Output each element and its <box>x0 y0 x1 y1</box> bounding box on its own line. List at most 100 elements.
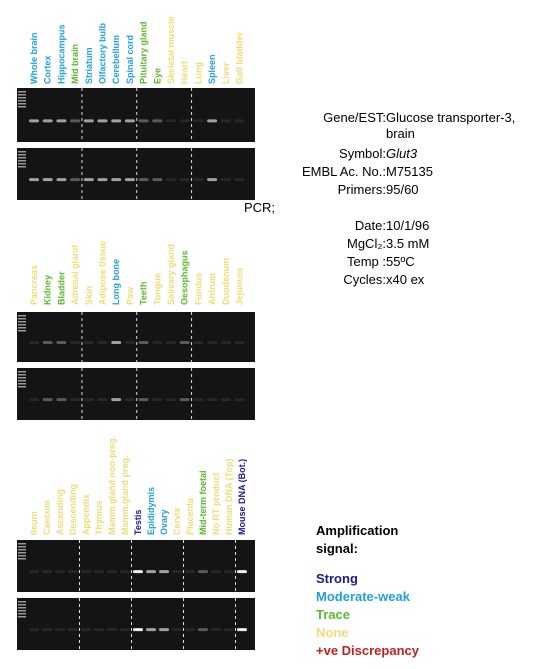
band <box>211 570 221 574</box>
band <box>120 628 130 632</box>
ladder-band <box>18 377 26 379</box>
ladder-band <box>18 163 26 165</box>
band <box>68 628 78 632</box>
band <box>107 628 117 632</box>
lane-label: Mid brain <box>70 44 80 84</box>
legend-item: Trace <box>316 607 350 622</box>
band <box>224 570 234 574</box>
gel <box>17 368 255 420</box>
lane-label: Heart <box>180 61 190 84</box>
band <box>70 178 81 182</box>
band <box>185 628 195 632</box>
ladder-band <box>18 103 26 105</box>
ladder-band <box>18 318 26 320</box>
lane-label: Pituitary gland <box>139 21 149 84</box>
lane-label: Skin <box>84 286 94 305</box>
ladder-band <box>18 543 26 545</box>
ladder-band <box>18 607 26 609</box>
band <box>97 178 108 182</box>
ladder-band <box>18 380 26 382</box>
band <box>152 341 163 344</box>
band <box>97 398 108 402</box>
gel <box>17 312 255 362</box>
lane-label: Thymus <box>94 500 104 535</box>
band <box>193 119 204 123</box>
lane-label: Mamm.gland preg. <box>120 455 130 535</box>
ladder-band <box>18 610 26 612</box>
lane-label: Epididymis <box>146 487 156 535</box>
ladder-band <box>18 166 26 168</box>
band <box>83 119 94 123</box>
ladder-band <box>18 555 26 557</box>
band <box>179 398 190 402</box>
ladder-band <box>18 100 26 102</box>
ladder-band <box>18 604 26 606</box>
band <box>124 398 135 402</box>
info-row: MgCl₂: 3.5 mM <box>271 236 526 252</box>
lane-label: Paw <box>125 286 135 305</box>
band <box>220 341 231 344</box>
lane-label: Whole brain <box>29 33 39 85</box>
info-value: M75135 <box>386 164 433 179</box>
band <box>207 119 218 123</box>
band <box>138 341 149 344</box>
info-row: Date: 10/1/96 <box>271 218 526 234</box>
info-label: Symbol: <box>339 146 386 161</box>
band <box>133 570 143 574</box>
band <box>124 178 135 182</box>
lane-label: Spinal cord <box>125 35 135 84</box>
band <box>42 570 52 574</box>
band <box>159 628 169 632</box>
ladder-band <box>18 374 26 376</box>
band <box>81 570 91 574</box>
legend: Amplification signal: Strong Moderate-weak… <box>316 522 426 660</box>
ladder-band <box>18 383 26 385</box>
band <box>94 570 104 574</box>
lane-label: Pancreas <box>29 265 39 305</box>
lane-label: Liver <box>221 62 231 84</box>
ladder-band <box>18 549 26 551</box>
ladder-band <box>18 552 26 554</box>
band <box>55 628 65 632</box>
band <box>56 341 67 344</box>
band <box>68 570 78 574</box>
band <box>198 628 208 632</box>
band <box>42 119 53 123</box>
lane-label: No RT product <box>211 473 221 536</box>
band <box>198 570 208 574</box>
ladder-band <box>18 160 26 162</box>
ladder-band <box>18 154 26 156</box>
lane-label: Mamm.gland non-preg. <box>107 436 117 535</box>
band <box>56 178 67 182</box>
band <box>220 398 231 402</box>
info-row: Primers: 95/60 <box>271 182 526 198</box>
lane-label: Teeth <box>139 282 149 305</box>
band <box>133 628 143 632</box>
info-row: Gene/EST: Glucose transporter-3, brain <box>271 110 526 142</box>
band <box>83 178 94 182</box>
info-row: Temp :55ºC <box>271 254 526 270</box>
info-value: 10/1/96 <box>386 218 430 233</box>
lane-label: Lung <box>193 62 203 84</box>
legend-item: Moderate-weak <box>316 589 410 604</box>
band <box>111 178 122 182</box>
ladder-band <box>18 371 26 373</box>
lane-label: Descending <box>68 484 78 535</box>
gel <box>17 88 255 142</box>
band <box>237 570 247 574</box>
band <box>70 119 81 123</box>
lane-label: Eye <box>152 68 162 84</box>
band <box>179 178 190 182</box>
ladder-band <box>18 613 26 615</box>
band <box>166 178 176 182</box>
band <box>166 341 176 344</box>
band <box>211 628 221 632</box>
band <box>220 178 231 182</box>
band <box>29 341 39 344</box>
ladder-band <box>18 94 26 96</box>
band <box>179 119 190 123</box>
lane-label: Placenta <box>185 497 195 535</box>
lane-label: Human DNA (Top) <box>224 459 234 536</box>
band <box>81 628 91 632</box>
